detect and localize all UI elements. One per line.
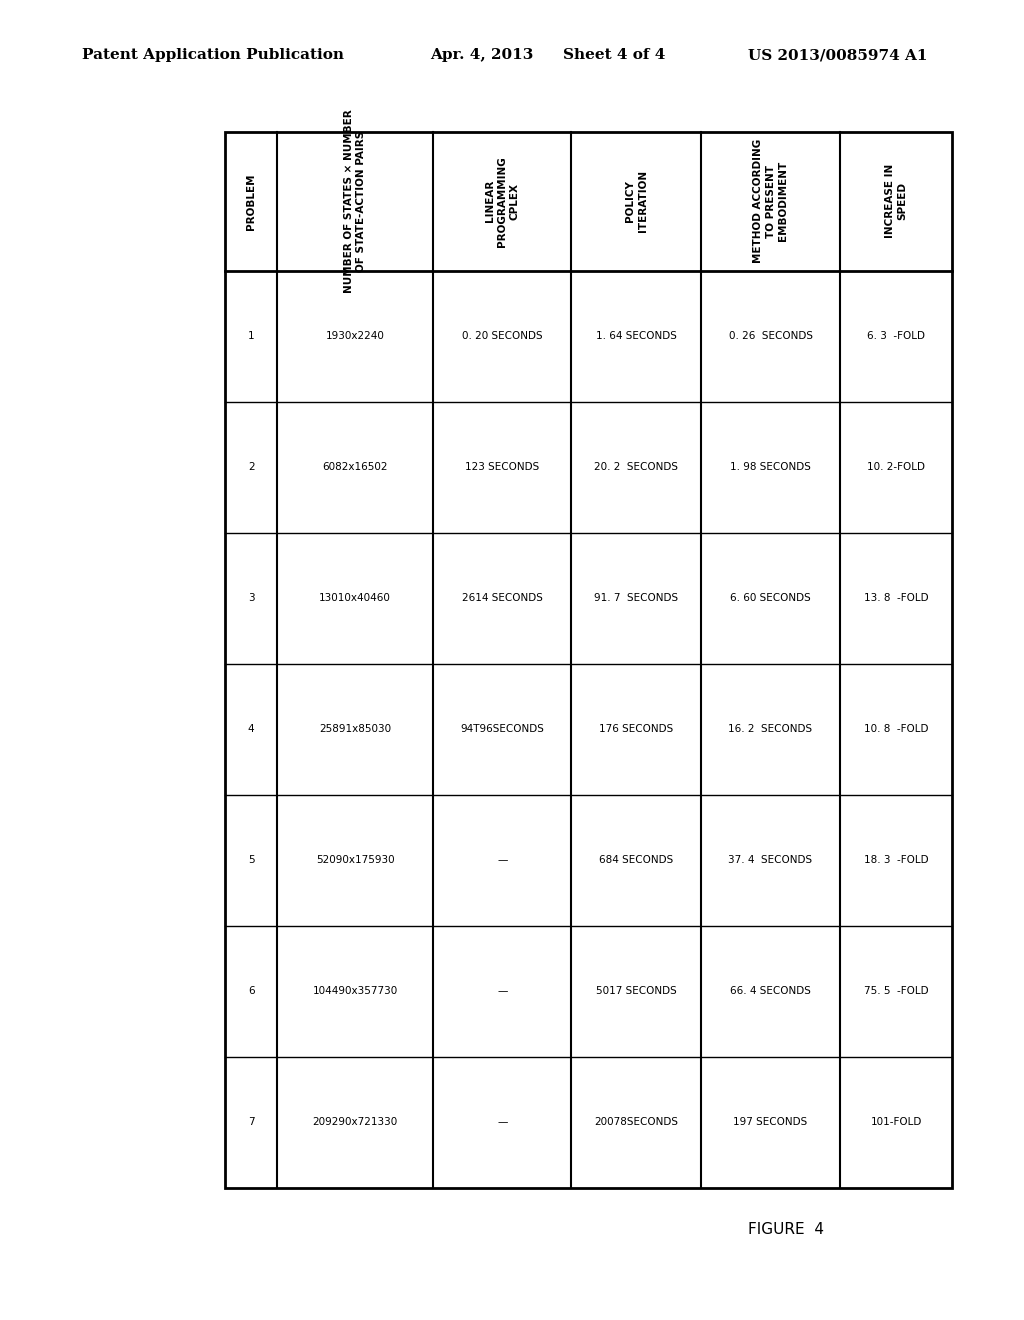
Text: 0. 20 SECONDS: 0. 20 SECONDS — [462, 331, 543, 341]
Text: 13010x40460: 13010x40460 — [319, 593, 391, 603]
Text: Patent Application Publication: Patent Application Publication — [82, 49, 344, 62]
Text: 10. 2-FOLD: 10. 2-FOLD — [867, 462, 925, 473]
Text: 123 SECONDS: 123 SECONDS — [465, 462, 540, 473]
Text: 209290x721330: 209290x721330 — [312, 1118, 397, 1127]
Text: Sheet 4 of 4: Sheet 4 of 4 — [563, 49, 666, 62]
Text: 25891x85030: 25891x85030 — [319, 725, 391, 734]
Text: 16. 2  SECONDS: 16. 2 SECONDS — [728, 725, 813, 734]
Text: 2: 2 — [248, 462, 255, 473]
Text: 197 SECONDS: 197 SECONDS — [733, 1118, 808, 1127]
Text: —: — — [497, 855, 508, 866]
Text: 52090x175930: 52090x175930 — [315, 855, 394, 866]
Text: 1. 98 SECONDS: 1. 98 SECONDS — [730, 462, 811, 473]
Text: 66. 4 SECONDS: 66. 4 SECONDS — [730, 986, 811, 997]
Text: —: — — [497, 986, 508, 997]
Text: 6: 6 — [248, 986, 255, 997]
Text: 1. 64 SECONDS: 1. 64 SECONDS — [596, 331, 677, 341]
Text: 3: 3 — [248, 593, 255, 603]
Text: LINEAR
PROGRAMMING
CPLEX: LINEAR PROGRAMMING CPLEX — [484, 156, 519, 247]
Text: 176 SECONDS: 176 SECONDS — [599, 725, 674, 734]
Text: 5017 SECONDS: 5017 SECONDS — [596, 986, 677, 997]
Text: 37. 4  SECONDS: 37. 4 SECONDS — [728, 855, 813, 866]
Text: 13. 8  -FOLD: 13. 8 -FOLD — [864, 593, 929, 603]
Text: 6. 3  -FOLD: 6. 3 -FOLD — [867, 331, 925, 341]
Text: 6. 60 SECONDS: 6. 60 SECONDS — [730, 593, 811, 603]
Text: US 2013/0085974 A1: US 2013/0085974 A1 — [748, 49, 927, 62]
Text: Apr. 4, 2013: Apr. 4, 2013 — [430, 49, 534, 62]
Text: FIGURE  4: FIGURE 4 — [748, 1222, 823, 1237]
Text: 20078SECONDS: 20078SECONDS — [594, 1118, 679, 1127]
Text: 10. 8  -FOLD: 10. 8 -FOLD — [864, 725, 929, 734]
Text: NUMBER OF STATES × NUMBER
OF STATE-ACTION PAIRS: NUMBER OF STATES × NUMBER OF STATE-ACTIO… — [344, 110, 367, 293]
Text: INCREASE IN
SPEED: INCREASE IN SPEED — [885, 164, 907, 239]
Text: POLICY
ITERATION: POLICY ITERATION — [626, 170, 647, 232]
Text: 94T96SECONDS: 94T96SECONDS — [461, 725, 544, 734]
Text: 2614 SECONDS: 2614 SECONDS — [462, 593, 543, 603]
Text: 18. 3  -FOLD: 18. 3 -FOLD — [864, 855, 929, 866]
Text: 104490x357730: 104490x357730 — [312, 986, 397, 997]
Text: 20. 2  SECONDS: 20. 2 SECONDS — [594, 462, 679, 473]
Text: 101-FOLD: 101-FOLD — [870, 1118, 922, 1127]
Text: 7: 7 — [248, 1118, 255, 1127]
Text: PROBLEM: PROBLEM — [246, 173, 256, 230]
Text: METHOD ACCORDING
TO PRESENT
EMBODIMENT: METHOD ACCORDING TO PRESENT EMBODIMENT — [754, 139, 787, 264]
Text: 6082x16502: 6082x16502 — [323, 462, 388, 473]
Text: 75. 5  -FOLD: 75. 5 -FOLD — [864, 986, 929, 997]
Text: 1: 1 — [248, 331, 255, 341]
Text: 1930x2240: 1930x2240 — [326, 331, 385, 341]
Text: 5: 5 — [248, 855, 255, 866]
Text: 0. 26  SECONDS: 0. 26 SECONDS — [728, 331, 813, 341]
Text: 4: 4 — [248, 725, 255, 734]
Text: 91. 7  SECONDS: 91. 7 SECONDS — [594, 593, 679, 603]
Text: —: — — [497, 1118, 508, 1127]
Text: 684 SECONDS: 684 SECONDS — [599, 855, 674, 866]
